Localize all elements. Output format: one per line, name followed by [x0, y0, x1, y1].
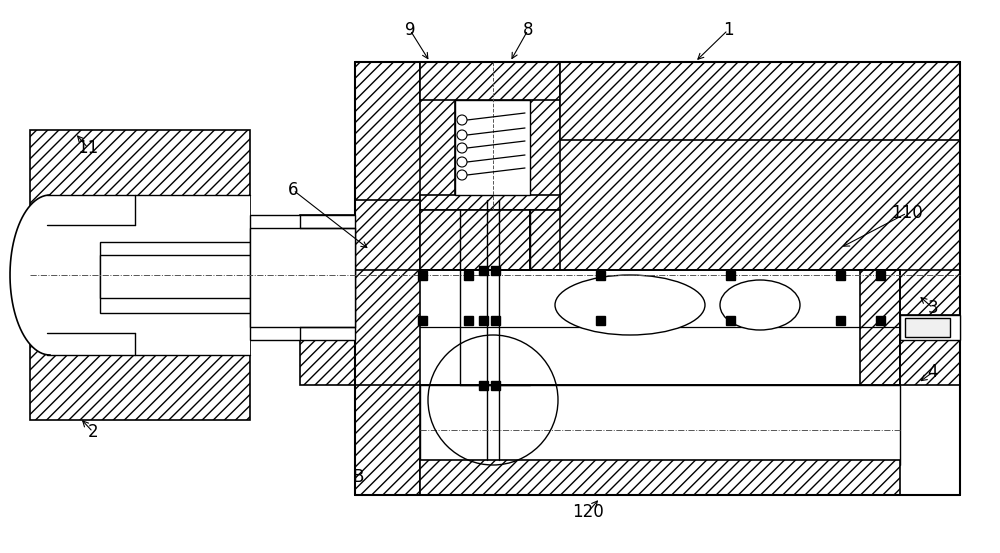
Bar	[726, 316, 734, 325]
Text: 120: 120	[572, 503, 604, 521]
Circle shape	[457, 115, 467, 125]
Text: 11: 11	[77, 139, 99, 157]
Polygon shape	[355, 200, 420, 270]
Polygon shape	[30, 130, 250, 420]
Polygon shape	[355, 62, 960, 495]
Circle shape	[457, 170, 467, 180]
Bar	[100, 242, 350, 313]
Bar	[420, 270, 900, 385]
Bar	[464, 316, 473, 325]
Polygon shape	[530, 210, 560, 270]
Bar	[490, 265, 500, 274]
Text: 2: 2	[88, 423, 98, 441]
Bar	[876, 316, 885, 325]
Text: 1: 1	[723, 21, 733, 39]
Polygon shape	[355, 385, 420, 495]
Bar	[479, 316, 488, 325]
Text: 4: 4	[928, 363, 938, 381]
Text: 9: 9	[405, 21, 415, 39]
Polygon shape	[900, 340, 960, 385]
Bar	[100, 255, 350, 298]
Bar	[479, 265, 488, 274]
Polygon shape	[560, 62, 960, 140]
Text: 6: 6	[288, 181, 298, 199]
Bar	[876, 270, 885, 279]
Bar	[560, 62, 960, 140]
Bar	[490, 316, 500, 325]
Bar	[420, 62, 560, 200]
Bar	[490, 380, 500, 389]
Circle shape	[457, 130, 467, 140]
Bar	[836, 270, 844, 279]
Bar	[726, 270, 734, 279]
Polygon shape	[900, 270, 960, 315]
Bar	[900, 315, 960, 340]
Text: 8: 8	[523, 21, 533, 39]
Polygon shape	[300, 215, 355, 270]
Polygon shape	[420, 460, 900, 495]
Circle shape	[457, 143, 467, 153]
Bar	[455, 100, 530, 195]
Bar	[836, 316, 844, 325]
Circle shape	[457, 157, 467, 167]
Bar	[420, 270, 900, 385]
Polygon shape	[420, 62, 455, 200]
Bar	[596, 316, 604, 325]
Bar	[464, 270, 473, 279]
Ellipse shape	[555, 275, 705, 335]
Polygon shape	[420, 62, 560, 100]
Polygon shape	[530, 62, 560, 200]
Bar	[596, 270, 604, 279]
Text: 110: 110	[891, 204, 923, 222]
Bar	[420, 385, 960, 495]
Polygon shape	[300, 327, 355, 385]
Ellipse shape	[720, 280, 800, 330]
Bar	[250, 215, 355, 340]
Text: 3: 3	[928, 299, 938, 317]
Text: B: B	[352, 468, 364, 486]
Bar	[479, 380, 488, 389]
Polygon shape	[420, 210, 530, 270]
Polygon shape	[905, 318, 950, 337]
Bar	[418, 270, 426, 279]
Bar	[47, 195, 250, 355]
Bar	[420, 385, 900, 465]
Bar	[250, 228, 355, 327]
Polygon shape	[420, 195, 560, 210]
Polygon shape	[10, 195, 50, 355]
Bar	[418, 316, 426, 325]
Polygon shape	[860, 270, 900, 385]
